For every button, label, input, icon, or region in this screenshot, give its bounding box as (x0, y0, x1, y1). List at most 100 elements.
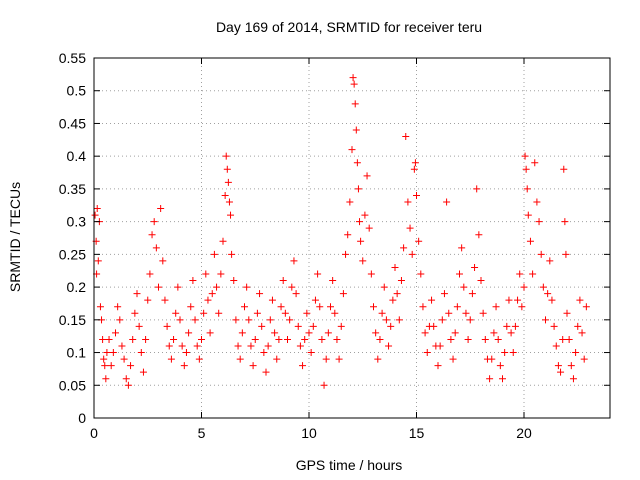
data-point (210, 250, 218, 258)
data-point (430, 322, 438, 330)
data-point (518, 303, 526, 311)
data-point (385, 342, 393, 350)
data-point (217, 270, 225, 278)
data-point (361, 211, 369, 219)
data-point (576, 296, 584, 304)
data-point (314, 270, 322, 278)
data-point (120, 355, 128, 363)
x-tick-label: 0 (90, 425, 98, 441)
data-point (178, 342, 186, 350)
data-point (466, 316, 474, 324)
data-point (266, 316, 274, 324)
axis-ticks: 0 0.05 0.1 0.15 0.2 0.25 0.3 0.35 0.4 0.45 0.5 0.55… (59, 50, 610, 441)
data-point (356, 218, 364, 226)
data-point (109, 349, 117, 357)
data-point (451, 329, 459, 337)
data-point (353, 159, 361, 167)
data-point (118, 342, 126, 350)
data-point (488, 355, 496, 363)
data-point (228, 250, 236, 258)
data-point (411, 159, 419, 167)
data-point (350, 80, 358, 88)
data-point (137, 349, 145, 357)
data-point (142, 335, 150, 343)
data-point (264, 342, 272, 350)
data-point (185, 329, 193, 337)
x-tick-label: 15 (409, 425, 425, 441)
data-point (195, 355, 203, 363)
data-point (560, 165, 568, 173)
data-point (391, 263, 399, 271)
data-point (342, 250, 350, 258)
data-point (524, 211, 532, 219)
data-point (253, 309, 261, 317)
data-point (206, 329, 214, 337)
y-tick-label: 0 (78, 410, 86, 426)
data-point (349, 74, 357, 82)
data-point (481, 335, 489, 343)
data-point (535, 218, 543, 226)
data-point (103, 349, 111, 357)
data-point (245, 316, 253, 324)
data-point (436, 342, 444, 350)
data-point (569, 375, 577, 383)
data-point (114, 303, 122, 311)
data-point (402, 133, 410, 141)
data-point (531, 159, 539, 167)
data-point (449, 355, 457, 363)
data-point (292, 290, 300, 298)
data-point (284, 335, 291, 343)
data-point (116, 316, 124, 324)
data-point (148, 231, 156, 239)
data-point (428, 296, 436, 304)
data-point (460, 283, 468, 291)
data-point (322, 355, 330, 363)
data-point (303, 309, 311, 317)
data-point (215, 309, 223, 317)
data-point (182, 349, 190, 357)
y-tick-label: 0.2 (67, 279, 87, 295)
data-point (438, 316, 446, 324)
data-point (204, 296, 212, 304)
data-point (415, 237, 423, 245)
data-point (511, 322, 519, 330)
data-point (445, 309, 453, 317)
data-point (533, 198, 541, 206)
data-point (410, 165, 418, 173)
data-point (580, 355, 588, 363)
data-point (423, 349, 431, 357)
data-point (101, 362, 109, 370)
data-point (180, 362, 188, 370)
data-point (563, 309, 571, 317)
data-point (357, 237, 365, 245)
data-point (159, 257, 167, 265)
data-point (232, 316, 240, 324)
data-point (316, 303, 324, 311)
data-point (225, 198, 233, 206)
data-point (249, 362, 257, 370)
data-point (193, 342, 201, 350)
data-point (299, 362, 307, 370)
data-point (208, 290, 216, 298)
data-point (107, 362, 115, 370)
y-tick-label: 0.25 (59, 246, 86, 262)
data-point (133, 290, 141, 298)
data-point (91, 211, 99, 219)
data-point (562, 250, 570, 258)
data-point (150, 218, 158, 226)
data-point (548, 296, 556, 304)
data-point (471, 263, 479, 271)
data-point (380, 283, 388, 291)
data-point (475, 231, 483, 239)
data-point (127, 362, 135, 370)
data-point (522, 165, 530, 173)
data-point (102, 375, 110, 383)
data-point (174, 283, 182, 291)
data-point (458, 244, 466, 252)
data-point (529, 270, 537, 278)
data-point (105, 335, 113, 343)
data-point (224, 178, 232, 186)
data-point (290, 257, 298, 265)
data-point (144, 296, 152, 304)
